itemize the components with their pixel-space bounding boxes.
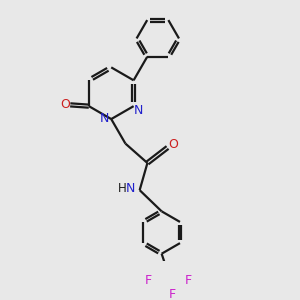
Text: N: N bbox=[126, 182, 135, 195]
Text: O: O bbox=[168, 138, 178, 152]
Text: F: F bbox=[144, 274, 152, 287]
Text: H: H bbox=[118, 182, 127, 195]
Text: O: O bbox=[60, 98, 70, 111]
Text: F: F bbox=[185, 274, 192, 287]
Text: N: N bbox=[134, 103, 143, 116]
Text: F: F bbox=[168, 288, 175, 300]
Text: N: N bbox=[100, 112, 110, 125]
